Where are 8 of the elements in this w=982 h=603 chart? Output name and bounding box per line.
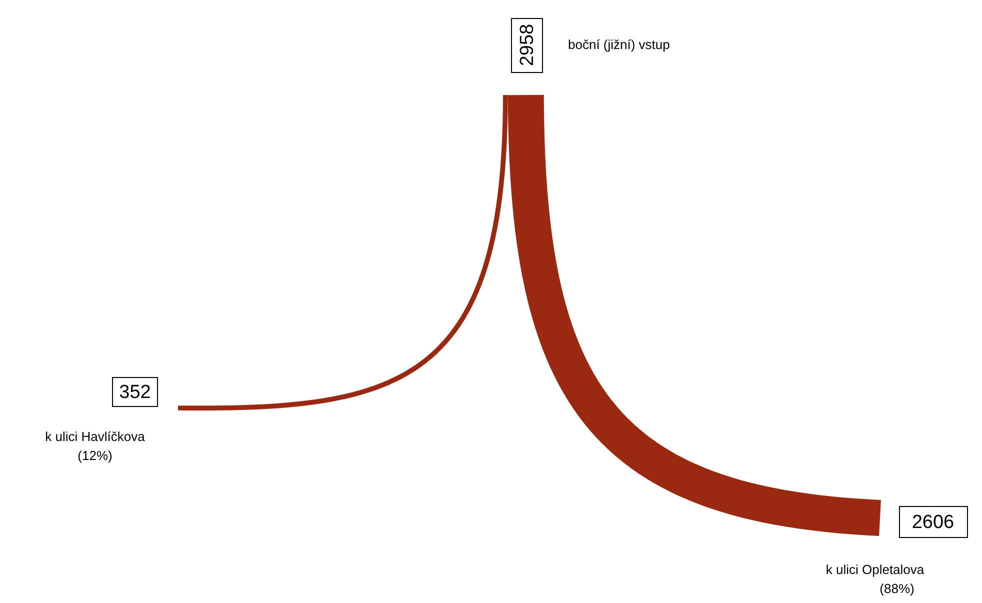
category-label: k ulici Havlíčkova <box>45 429 146 444</box>
data-label: 2606 <box>912 512 954 533</box>
data-label: 352 <box>119 382 151 403</box>
data-label: 2958 <box>517 24 538 66</box>
category-label: k ulici Opletalova <box>826 562 925 577</box>
text: (88%) <box>880 581 914 596</box>
category-label: boční (jižní) vstup <box>568 37 670 52</box>
text: (12%) <box>78 448 112 463</box>
